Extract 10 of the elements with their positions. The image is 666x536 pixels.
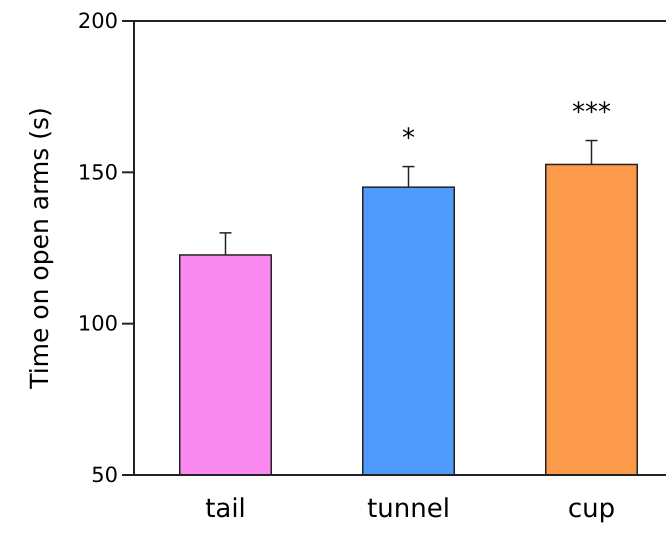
y-axis-title: Time on open arms (s) — [25, 107, 54, 390]
y-tick-label: 100 — [78, 312, 118, 336]
annotation: *** — [572, 98, 611, 128]
y-tick-label: 50 — [91, 463, 118, 487]
y-tick-label: 200 — [78, 9, 118, 33]
y-tick-label: 150 — [78, 160, 118, 184]
x-tick-label: tunnel — [367, 494, 450, 524]
x-tick-label: cup — [568, 494, 616, 524]
annotation: * — [402, 124, 415, 154]
x-tick-label: tail — [205, 494, 246, 524]
